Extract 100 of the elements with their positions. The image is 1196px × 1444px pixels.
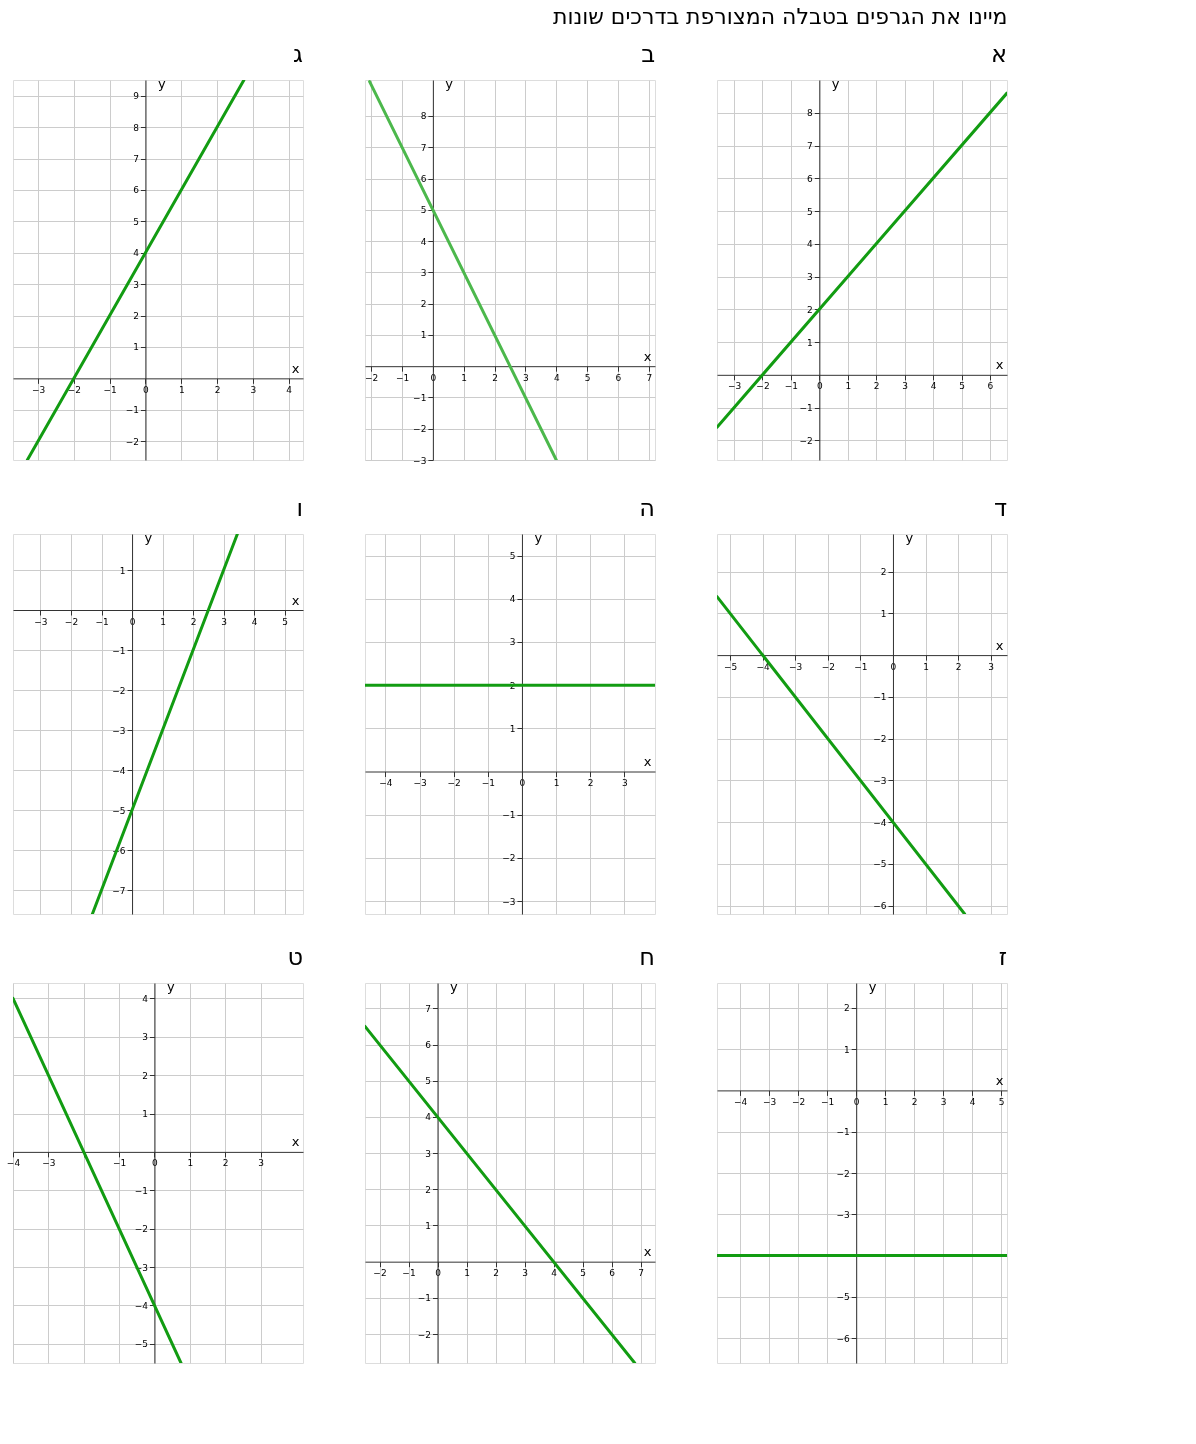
y-tick-label: −1 xyxy=(799,403,813,414)
x-tick-label: 3 xyxy=(258,1158,264,1169)
y-tick-label: −3 xyxy=(836,1209,850,1220)
y-tick-label: 3 xyxy=(509,637,516,648)
y-tick-label: 1 xyxy=(425,1220,431,1231)
x-tick-label: −1 xyxy=(395,372,410,383)
x-tick-label: 3 xyxy=(250,384,257,395)
x-tick-label: −4 xyxy=(756,661,771,672)
y-tick-label: 7 xyxy=(420,142,427,153)
y-tick-label: 2 xyxy=(420,299,427,310)
x-tick-label: 2 xyxy=(222,1158,229,1169)
y-tick-label: −2 xyxy=(836,1168,850,1179)
x-tick-label: −2 xyxy=(64,616,79,627)
y-tick-label: 2 xyxy=(133,311,139,322)
y-tick-label: −3 xyxy=(112,725,126,736)
y-tick-label: 4 xyxy=(807,239,814,250)
x-tick-label: 1 xyxy=(553,778,560,788)
x-tick-label: −1 xyxy=(402,1268,416,1279)
y-tick-label: −1 xyxy=(836,1127,850,1138)
x-tick-label: 4 xyxy=(251,616,258,627)
y-tick-label: 6 xyxy=(425,1040,432,1051)
y-tick-label: −2 xyxy=(799,435,813,446)
y-axis-title: y xyxy=(831,75,840,91)
y-axis-title: y xyxy=(450,978,458,994)
y-tick-label: −2 xyxy=(417,1329,431,1340)
x-tick-label: 5 xyxy=(282,616,289,627)
x-axis-title: x xyxy=(291,1134,300,1150)
x-tick-label: −2 xyxy=(821,661,835,672)
x-tick-label: 5 xyxy=(998,1096,1005,1107)
y-tick-label: 1 xyxy=(880,608,887,619)
x-axis-title: x xyxy=(643,1244,652,1260)
x-tick-label: 3 xyxy=(988,661,995,672)
y-tick-label: −7 xyxy=(112,885,126,896)
y-tick-label: 6 xyxy=(807,173,814,184)
y-tick-label: −5 xyxy=(873,859,887,870)
y-tick-label: −5 xyxy=(112,805,126,816)
x-tick-label: 0 xyxy=(152,1158,159,1169)
x-tick-label: 0 xyxy=(519,778,526,788)
y-tick-label: 4 xyxy=(509,594,516,605)
chart-title: ג xyxy=(293,40,304,68)
x-tick-label: 2 xyxy=(492,372,498,383)
x-tick-label: 2 xyxy=(587,778,594,788)
x-tick-label: −1 xyxy=(784,381,799,392)
x-tick-label: 4 xyxy=(969,1096,976,1107)
y-tick-label: −1 xyxy=(413,392,427,403)
x-tick-label: 1 xyxy=(923,661,929,672)
y-tick-label: −1 xyxy=(125,405,139,416)
y-tick-label: 8 xyxy=(420,111,427,122)
y-tick-label: −1 xyxy=(873,692,887,703)
x-tick-label: −3 xyxy=(42,1158,56,1169)
y-tick-label: 4 xyxy=(420,236,427,247)
x-tick-label: 3 xyxy=(940,1096,947,1107)
y-tick-label: 2 xyxy=(843,1003,850,1014)
y-tick-label: 2 xyxy=(425,1184,431,1195)
x-tick-label: 0 xyxy=(143,384,150,395)
y-axis-title: y xyxy=(905,529,914,545)
y-tick-label: 3 xyxy=(807,272,813,283)
y-tick-label: −2 xyxy=(502,853,516,864)
x-tick-label: −5 xyxy=(723,661,738,672)
y-tick-label: 1 xyxy=(807,337,813,348)
y-axis-title: y xyxy=(445,75,454,91)
x-axis-title: x xyxy=(995,1072,1004,1088)
x-tick-label: 7 xyxy=(638,1268,644,1279)
x-tick-label: 2 xyxy=(190,616,197,627)
x-tick-label: 3 xyxy=(523,372,529,383)
x-tick-label: 5 xyxy=(959,381,965,392)
chart-title: ח xyxy=(639,943,655,971)
y-tick-label: −6 xyxy=(836,1333,850,1344)
y-tick-label: 3 xyxy=(420,267,427,278)
x-tick-label: 4 xyxy=(286,384,293,395)
y-tick-label: 1 xyxy=(133,342,139,353)
y-axis-title: y xyxy=(166,978,175,994)
x-tick-label: −4 xyxy=(6,1158,21,1169)
x-tick-label: −3 xyxy=(34,616,48,627)
x-tick-label: −1 xyxy=(481,778,495,788)
y-tick-label: −1 xyxy=(417,1293,431,1304)
x-tick-label: −1 xyxy=(95,616,109,627)
y-tick-label: 1 xyxy=(142,1109,148,1120)
y-tick-label: 1 xyxy=(843,1044,850,1055)
y-tick-label: 2 xyxy=(880,567,887,578)
x-tick-label: 3 xyxy=(522,1268,528,1279)
x-tick-label: 0 xyxy=(129,616,136,627)
y-tick-label: 4 xyxy=(425,1112,432,1123)
x-tick-label: −3 xyxy=(31,384,46,395)
x-tick-label: 0 xyxy=(853,1096,860,1107)
chart-title: ט xyxy=(287,943,303,971)
y-tick-label: 8 xyxy=(807,108,814,119)
x-tick-label: 3 xyxy=(902,381,909,392)
y-tick-label: 7 xyxy=(133,154,139,165)
x-tick-label: 6 xyxy=(615,372,622,383)
y-tick-label: 5 xyxy=(133,216,139,227)
y-axis-title: y xyxy=(157,75,166,91)
y-tick-label: 3 xyxy=(425,1148,431,1159)
y-tick-label: −4 xyxy=(873,817,887,828)
x-tick-label: 2 xyxy=(493,1268,499,1279)
x-axis-title: x xyxy=(995,637,1004,653)
x-tick-label: 7 xyxy=(646,372,653,383)
x-tick-label: −2 xyxy=(792,1096,806,1107)
x-tick-label: 2 xyxy=(911,1096,918,1107)
x-tick-label: −1 xyxy=(821,1096,835,1107)
